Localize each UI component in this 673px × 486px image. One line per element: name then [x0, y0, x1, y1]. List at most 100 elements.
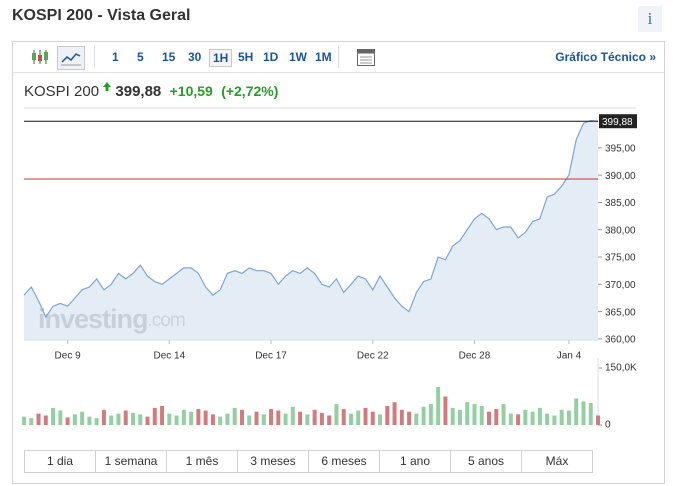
volume-bar [421, 406, 426, 425]
volume-bar [247, 415, 252, 425]
volume-bar [399, 409, 404, 425]
interval-button[interactable]: 1D [263, 50, 279, 64]
y-tick-label: 365,00 [605, 307, 636, 318]
volume-bar [370, 411, 375, 425]
volume-bar [160, 406, 165, 425]
y-tick-label: 380,00 [605, 225, 636, 236]
volume-bar [574, 398, 579, 425]
volume-bar [210, 414, 215, 425]
volume-bar [472, 404, 477, 425]
range-button[interactable]: 1 dia [25, 451, 96, 472]
range-button[interactable]: 5 anos [451, 451, 522, 472]
range-selector: 1 dia 1 semana 1 mês 3 meses 6 meses 1 ano 5 a… [24, 450, 593, 473]
volume-bar [181, 409, 186, 425]
volume-bar [559, 409, 564, 425]
line-chart-button[interactable] [57, 46, 85, 70]
volume-bar [334, 404, 339, 425]
volume-bar [283, 413, 288, 425]
chart: investing.com399,88360,00365,00370,00375… [22, 107, 637, 431]
y-tick-label: 360,00 [605, 335, 636, 346]
price-area [24, 120, 598, 340]
volume-tick-label: 150,0K [605, 363, 637, 374]
last-price: 399,88 [115, 83, 162, 100]
volume-bar [239, 409, 244, 425]
volume-bar [225, 413, 230, 425]
candle-icon[interactable] [31, 49, 49, 65]
volume-bar [51, 407, 56, 425]
range-button[interactable]: 6 meses [309, 451, 380, 472]
volume-tick-label: 0 [605, 420, 611, 431]
volume-bar [87, 416, 92, 425]
x-tick-label: Dec 14 [153, 351, 185, 362]
volume-bar [116, 413, 121, 425]
volume-bar [523, 409, 528, 425]
interval-button[interactable]: 1 [112, 50, 119, 64]
y-tick-label: 390,00 [605, 171, 636, 182]
range-button[interactable]: Máx [545, 454, 569, 468]
volume-bar [327, 415, 332, 425]
widget-frame [12, 41, 665, 484]
volume-bar [392, 402, 397, 425]
x-tick-label: Dec 9 [55, 351, 82, 362]
volume-bar [254, 411, 259, 425]
info-button[interactable]: i [638, 6, 662, 32]
interval-button[interactable]: 15 [162, 50, 176, 64]
range-button[interactable]: 3 meses [238, 451, 309, 472]
volume-bar [101, 409, 106, 425]
volume-bar [290, 406, 295, 425]
x-tick-label: Jan 4 [557, 351, 582, 362]
interval-button[interactable]: 5 [137, 50, 144, 64]
volume-bar [530, 411, 535, 425]
volume-bar [145, 416, 150, 425]
volume-bar [167, 413, 172, 425]
volume-bar [261, 414, 266, 425]
volume-bar [508, 413, 513, 425]
y-tick-label: 375,00 [605, 253, 636, 264]
volume-bar [312, 409, 317, 425]
interval-button[interactable]: 1W [289, 50, 307, 64]
change: +10,59 [169, 83, 213, 99]
interval-button[interactable]: 5H [238, 50, 254, 64]
volume-bar [494, 409, 499, 425]
technical-chart-link[interactable]: Gráfico Técnico » [555, 50, 656, 64]
volume-bar [29, 418, 34, 425]
volume-bar [276, 410, 281, 425]
volume-bar [414, 413, 419, 425]
volume-bar [428, 404, 433, 425]
range-button[interactable]: 1 mês [167, 451, 238, 472]
volume-bar [269, 409, 274, 425]
x-tick-label: Dec 17 [255, 351, 287, 362]
volume-bar [130, 412, 135, 425]
last-price-box [599, 114, 637, 129]
y-tick-label: 395,00 [605, 143, 636, 154]
toolbar: Gráfico Técnico » 1 5 15 30 1H 5H 1D 1W 1M [13, 42, 664, 73]
volume-bar [537, 407, 542, 425]
volume-bar [341, 409, 346, 425]
volume-bar [218, 416, 223, 425]
interval-button[interactable]: 30 [188, 50, 202, 64]
last-price-label: 399,88 [602, 117, 633, 128]
change-percent: (+2,72%) [221, 83, 279, 99]
range-button[interactable]: 1 ano [380, 451, 451, 472]
volume-bar [588, 402, 593, 425]
interval-button[interactable]: 1H [209, 49, 233, 67]
table-icon[interactable] [357, 49, 375, 66]
separator [338, 46, 339, 68]
volume-bar [545, 413, 550, 425]
volume-bar [305, 414, 310, 425]
volume-bar [94, 418, 99, 425]
volume-bar [385, 406, 390, 425]
volume-bar [109, 415, 114, 425]
volume-bar [138, 414, 143, 425]
volume-bar [58, 410, 63, 425]
volume-bar [501, 404, 506, 425]
volume-bar [72, 414, 77, 425]
volume-bar [80, 411, 85, 425]
interval-button[interactable]: 1M [315, 50, 332, 64]
volume-bar [189, 411, 194, 425]
page-title: KOSPI 200 - Vista Geral [12, 7, 191, 24]
volume-bar [123, 410, 128, 425]
volume-bar [443, 396, 448, 425]
range-button[interactable]: 1 semana [96, 451, 167, 472]
